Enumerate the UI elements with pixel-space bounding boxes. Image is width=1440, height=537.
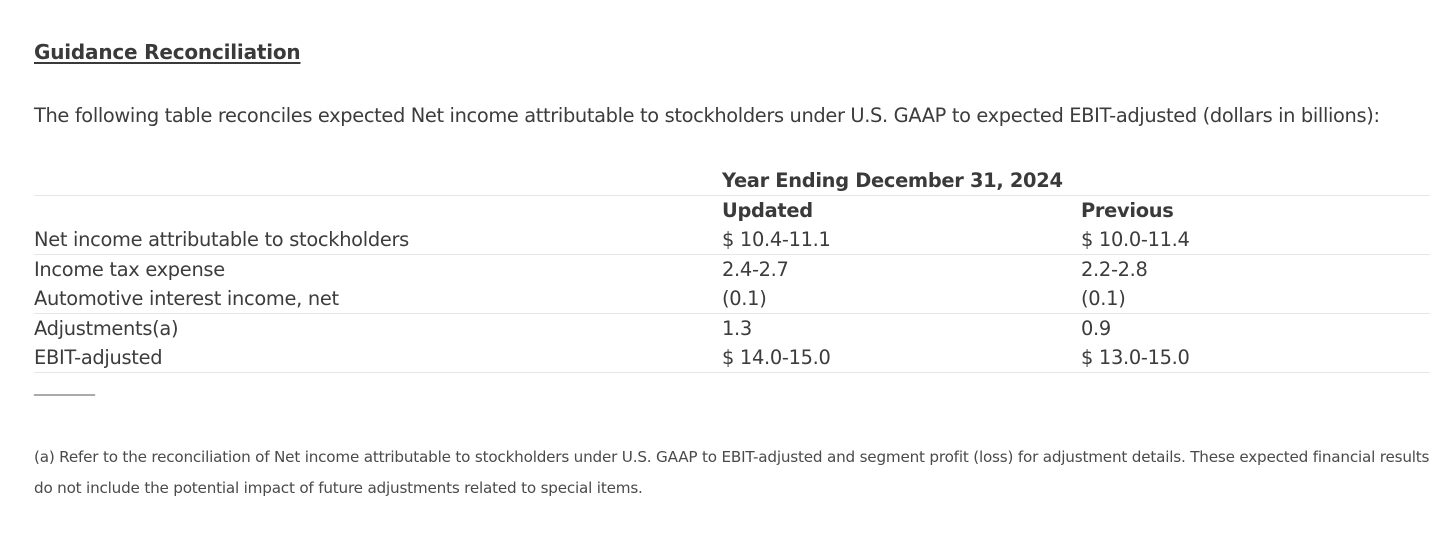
row-updated-value: (0.1) (722, 287, 767, 310)
intro-paragraph: The following table reconciles expected … (34, 104, 1380, 127)
row-previous-value: 0.9 (1081, 313, 1430, 343)
footnote-separator: __________ (34, 380, 95, 396)
table-row: Adjustments(a) 1.3 0.9 (34, 313, 1430, 343)
period-header: Year Ending December 31, 2024 (722, 169, 1063, 192)
row-previous-value: (0.1) (1081, 287, 1126, 310)
empty-header-cell (34, 166, 722, 196)
row-label: Income tax expense (34, 254, 722, 284)
column-header-updated: Updated (722, 195, 1081, 225)
row-label: EBIT-adjusted (34, 346, 163, 369)
row-label: Automotive interest income, net (34, 287, 339, 310)
column-header-previous: Previous (1081, 195, 1430, 225)
row-previous-value: 2.2-2.8 (1081, 254, 1430, 284)
table-row: Automotive interest income, net (0.1) (0… (34, 284, 1430, 314)
row-updated-value: 2.4-2.7 (722, 254, 1081, 284)
row-updated-value: $ 14.0-15.0 (722, 346, 831, 369)
row-label: Adjustments(a) (34, 313, 722, 343)
table-row: Net income attributable to stockholders … (34, 225, 1430, 255)
period-header-row: Year Ending December 31, 2024 (34, 166, 1430, 196)
row-updated-value: 1.3 (722, 313, 1081, 343)
row-previous-value: $ 10.0-11.4 (1081, 228, 1190, 251)
footnote-text: (a) Refer to the reconciliation of Net i… (34, 448, 1430, 497)
table-row: EBIT-adjusted $ 14.0-15.0 $ 13.0-15.0 (34, 343, 1430, 373)
row-label: Net income attributable to stockholders (34, 228, 409, 251)
column-header-row: Updated Previous (34, 195, 1430, 225)
section-heading: Guidance Reconciliation (34, 40, 301, 64)
row-previous-value: $ 13.0-15.0 (1081, 346, 1190, 369)
empty-header-cell (34, 195, 722, 225)
reconciliation-table: Year Ending December 31, 2024 Updated Pr… (34, 166, 1430, 373)
row-updated-value: $ 10.4-11.1 (722, 228, 831, 251)
table-row: Income tax expense 2.4-2.7 2.2-2.8 (34, 254, 1430, 284)
